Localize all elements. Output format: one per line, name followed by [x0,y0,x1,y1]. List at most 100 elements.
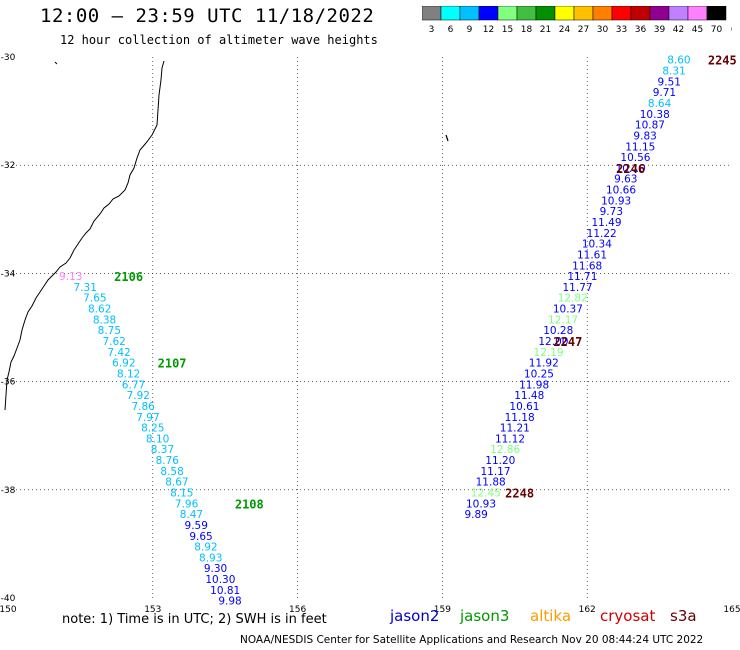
swh-value-label: 10.66 [606,185,636,197]
swh-value-label: 7.65 [83,293,106,305]
x-tick-label: 156 [289,605,306,615]
swh-value-label: 8.62 [88,304,111,316]
swh-value-label: 11.71 [567,271,597,283]
swh-value-label: 8.92 [194,542,217,554]
swh-value-label: 9.63 [614,174,637,186]
swh-value-label: 8.93 [199,552,222,564]
colorbar-label: 15 [502,25,513,35]
swh-value-label: 6.92 [112,358,135,370]
swh-value-label: 10.28 [543,325,573,337]
colorbar-label: 30 [597,25,609,35]
colorbar-label: 3 [429,25,435,35]
swh-value-label: 7.42 [107,347,130,359]
swh-value-label: 10.61 [509,401,539,413]
coastline [4,60,165,411]
y-tick-label: -34 [1,269,16,279]
swh-value-label: 8.31 [662,66,685,78]
colorbar-label: 6 [448,25,454,35]
swh-value-label: 8.60 [667,55,690,67]
swh-value-label: 11.68 [572,260,602,272]
swh-value-label: 11.20 [485,455,515,467]
swh-value-label: 7.92 [127,390,150,402]
swh-value-label: 8.76 [156,455,180,467]
x-tick-label: 165 [723,605,740,615]
colorbar-label: (ft) [731,25,732,35]
colorbar-label: 39 [654,25,666,35]
swh-value-label: 7.96 [175,498,199,510]
swh-value-label: 8.67 [165,477,188,489]
swh-value-label: 8.75 [98,325,121,337]
satellite-legend-jason2: jason2 [390,607,440,625]
colorbar-label: 36 [635,25,647,35]
swh-value-label: 8.12 [117,368,140,380]
y-tick-label: -40 [1,594,16,604]
swh-value-label: 11.22 [587,228,617,240]
swh-value-label: 8.10 [146,433,169,445]
pass-time-label: 2108 [235,497,264,511]
satellite-legend-cryosat: cryosat [600,607,656,625]
island-mark [54,61,58,65]
swh-value-label: 11.49 [591,217,621,229]
pass-time-label: 2246 [616,162,645,176]
pass-time-label: 2106 [114,270,143,284]
swh-value-label: 10.25 [524,368,554,380]
swh-value-label: 11.15 [625,141,655,153]
y-tick-label: -32 [1,161,16,171]
swh-value-label: 7.31 [74,282,97,294]
swh-value-label: 12.00 [538,336,568,348]
swh-value-label: 10.87 [635,120,665,132]
colorbar-label: 9 [467,25,473,35]
satellite-legend-s3a: s3a [670,607,697,625]
swh-value-label: 7.97 [136,412,159,424]
x-tick-label: 159 [434,605,451,615]
swh-value-label: 11.77 [563,282,593,294]
island-mark [445,134,449,142]
swh-value-label: 9.71 [653,87,676,99]
swh-value-label: 11.61 [577,249,607,261]
swh-value-label: 10.93 [466,498,496,510]
swh-value-label: 8.64 [648,98,672,110]
swh-value-label: 11.92 [529,358,559,370]
colorbar-label: 70 [711,25,723,35]
swh-value-label: 12.45 [471,488,501,500]
swh-value-label: 9.83 [633,130,656,142]
swh-value-label: 7.62 [102,336,125,348]
swh-value-label: 9.89 [464,509,487,521]
swh-value-label: 10.38 [640,109,670,121]
swh-value-label: 9.73 [600,206,623,218]
swh-value-label: 8.37 [151,444,174,456]
swh-value-label: 10.30 [205,574,235,586]
satellite-legend-altika: altika [530,607,572,625]
y-tick-label: -36 [1,378,16,388]
colorbar-label: 33 [616,25,627,35]
colorbar-label: 45 [692,25,703,35]
x-tick-label: 153 [144,605,161,615]
swh-value-label: 8.25 [141,423,164,435]
swh-value-label: 10.93 [601,195,631,207]
swh-value-label: 8.47 [180,509,203,521]
swh-value-label: 7.86 [131,401,155,413]
swh-value-label: 12.86 [490,444,520,456]
satellite-legend-jason3: jason3 [460,607,510,625]
note-text: note: 1) Time is in UTC; 2) SWH is in fe… [62,612,327,627]
swh-value-label: 11.48 [514,390,544,402]
footer-credit: NOAA/NESDIS Center for Satellite Applica… [240,634,704,646]
colorbar-label: 12 [483,25,494,35]
swh-value-label: 6.77 [122,379,145,391]
colorbar-label: 27 [578,25,589,35]
swh-value-label: 10.81 [210,585,240,597]
swh-value-label: 9.51 [658,76,681,88]
swh-value-label: 9.98 [218,596,241,608]
swh-value-label: 11.12 [495,433,525,445]
swh-value-label: 9.59 [185,520,208,532]
swh-value-label: 10.10 [616,163,646,175]
swh-value-label: 11.88 [476,477,506,489]
swh-value-label: 12.82 [558,293,588,305]
pass-time-label: 2247 [553,335,582,349]
swh-value-label: 9.30 [204,563,227,575]
swh-value-label: 8.15 [170,488,193,500]
swh-value-label: 9.65 [189,531,212,543]
colorbar-label: 24 [559,25,571,35]
